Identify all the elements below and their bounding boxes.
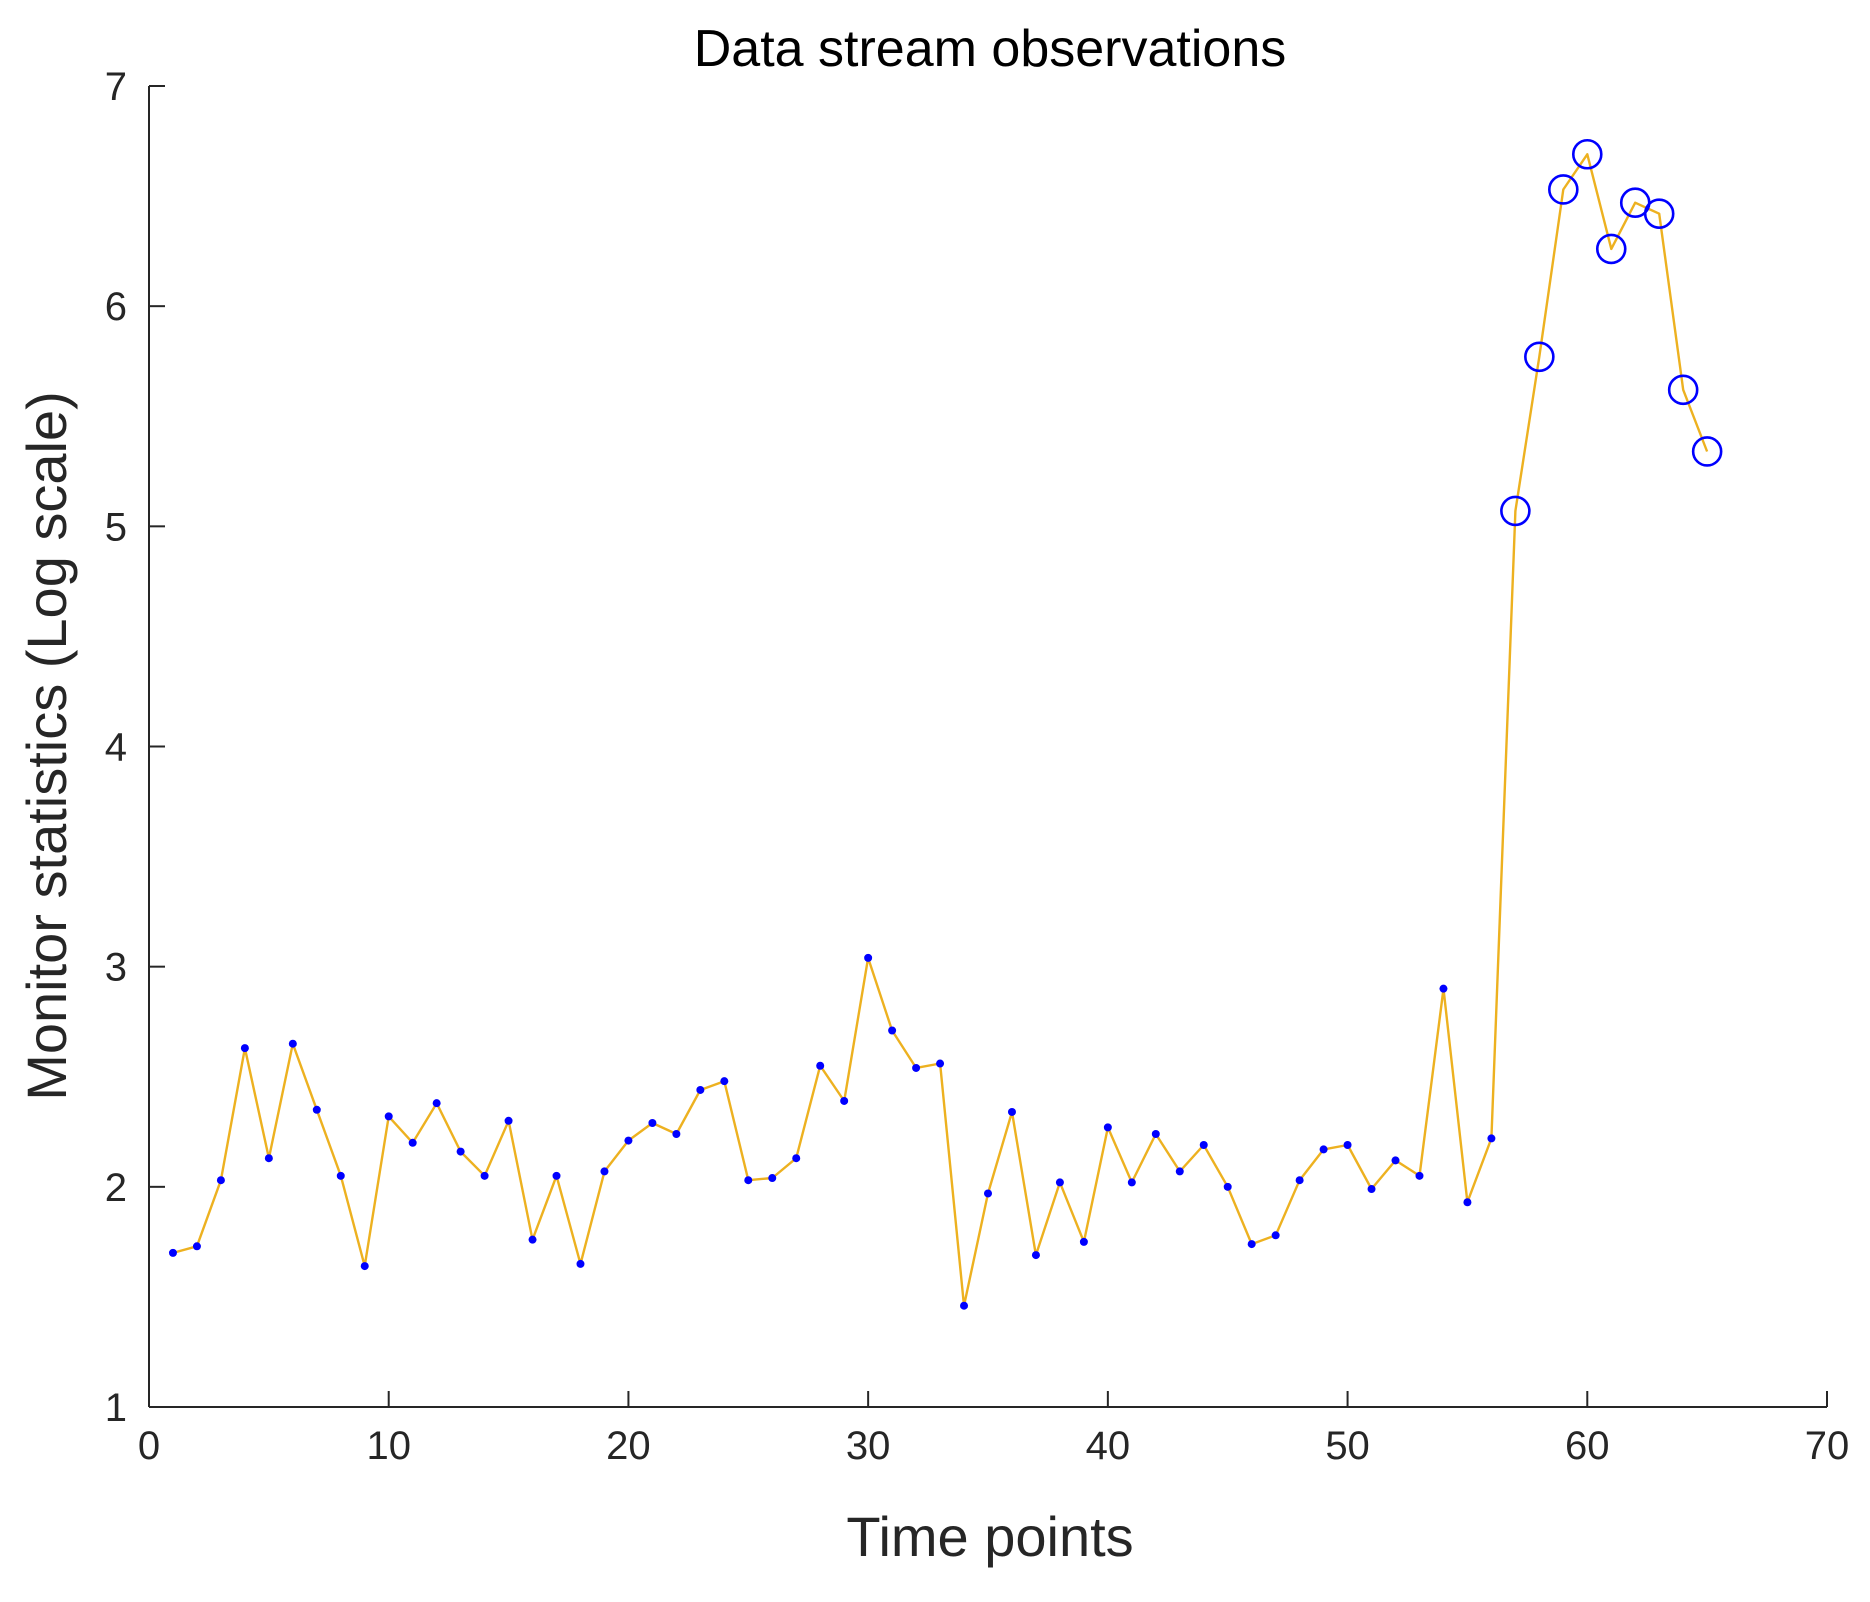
x-tick-label: 10: [366, 1424, 411, 1468]
data-point: [528, 1235, 537, 1244]
x-tick-label: 50: [1325, 1424, 1370, 1468]
data-point: [1367, 1185, 1376, 1194]
x-tick-label: 0: [138, 1424, 160, 1468]
data-point: [888, 1026, 897, 1035]
x-axis-title: Time points: [846, 1505, 1133, 1568]
data-point: [360, 1262, 369, 1271]
data-point: [1439, 984, 1448, 993]
alarm-point: [1548, 174, 1579, 205]
y-tick-label: 4: [105, 726, 127, 770]
data-point: [336, 1171, 345, 1180]
x-axis-ticks: 0 10 20 30 40 50 60 70: [138, 1391, 1849, 1468]
data-point: [456, 1147, 465, 1156]
data-point: [576, 1259, 585, 1268]
data-point: [504, 1116, 513, 1125]
data-point: [1223, 1182, 1232, 1191]
data-point: [1007, 1107, 1016, 1116]
x-tick-label: 60: [1565, 1424, 1610, 1468]
data-point: [624, 1136, 633, 1145]
data-point: [768, 1174, 777, 1183]
alarm-point: [1571, 138, 1603, 170]
data-point: [600, 1167, 609, 1176]
data-points: [168, 138, 1723, 1310]
x-tick-label: 20: [606, 1424, 651, 1468]
data-point: [384, 1112, 393, 1121]
data-point: [1343, 1141, 1352, 1150]
data-point: [1151, 1129, 1160, 1138]
chart-title: Data stream observations: [694, 20, 1287, 78]
x-tick-label: 70: [1805, 1424, 1850, 1468]
alarm-point: [1691, 436, 1723, 467]
data-point: [816, 1061, 825, 1070]
data-point: [216, 1176, 225, 1185]
data-point: [864, 953, 873, 962]
x-tick-label: 40: [1086, 1424, 1131, 1468]
series-line: [172, 153, 1709, 1307]
data-point: [1199, 1141, 1208, 1150]
data-point: [312, 1105, 321, 1114]
data-point: [960, 1301, 969, 1310]
data-point: [1031, 1251, 1040, 1260]
data-point: [1487, 1134, 1496, 1143]
data-point: [1055, 1178, 1064, 1187]
data-point: [840, 1096, 849, 1105]
data-point: [720, 1077, 729, 1086]
data-point: [1463, 1198, 1472, 1207]
x-tick-label: 30: [846, 1424, 891, 1468]
data-point: [1415, 1171, 1424, 1180]
data-point: [936, 1059, 945, 1068]
data-point: [1247, 1240, 1256, 1249]
data-point: [696, 1085, 705, 1094]
y-tick-label: 3: [105, 946, 127, 990]
data-point: [480, 1171, 489, 1180]
data-point: [432, 1099, 441, 1108]
data-point: [1127, 1178, 1136, 1187]
y-axis-ticks: 1 2 3 4 5 6 7: [105, 65, 165, 1430]
y-tick-label: 1: [105, 1386, 127, 1430]
data-point: [552, 1171, 561, 1180]
data-point: [912, 1063, 921, 1072]
data-point: [240, 1044, 249, 1053]
data-point: [1103, 1123, 1112, 1132]
alarm-point: [1524, 341, 1555, 373]
data-point: [168, 1248, 177, 1257]
data-point: [792, 1154, 801, 1163]
data-point: [1079, 1237, 1088, 1246]
y-axis-title: Monitor statistics (Log scale): [15, 391, 78, 1101]
alarm-point: [1643, 198, 1675, 229]
alarm-point: [1667, 374, 1699, 406]
data-point: [648, 1118, 657, 1127]
data-point: [1271, 1231, 1280, 1240]
alarm-point: [1595, 233, 1627, 265]
y-tick-label: 7: [105, 65, 127, 109]
data-point: [192, 1242, 201, 1251]
y-tick-label: 6: [105, 285, 127, 329]
plot-area: 1 2 3 4 5 6 7 0 10 20 30 40 50 60 70: [105, 65, 1850, 1468]
data-point: [264, 1154, 273, 1163]
data-point: [1319, 1145, 1328, 1154]
data-point: [1175, 1167, 1184, 1176]
data-point: [1391, 1156, 1400, 1165]
y-tick-label: 5: [105, 505, 127, 549]
alarm-point: [1500, 495, 1531, 527]
y-tick-label: 2: [105, 1166, 127, 1210]
data-point: [1295, 1176, 1304, 1185]
data-point: [744, 1176, 753, 1185]
data-point: [984, 1189, 992, 1198]
data-point: [408, 1138, 417, 1147]
data-point: [288, 1039, 297, 1048]
data-point: [672, 1129, 681, 1138]
